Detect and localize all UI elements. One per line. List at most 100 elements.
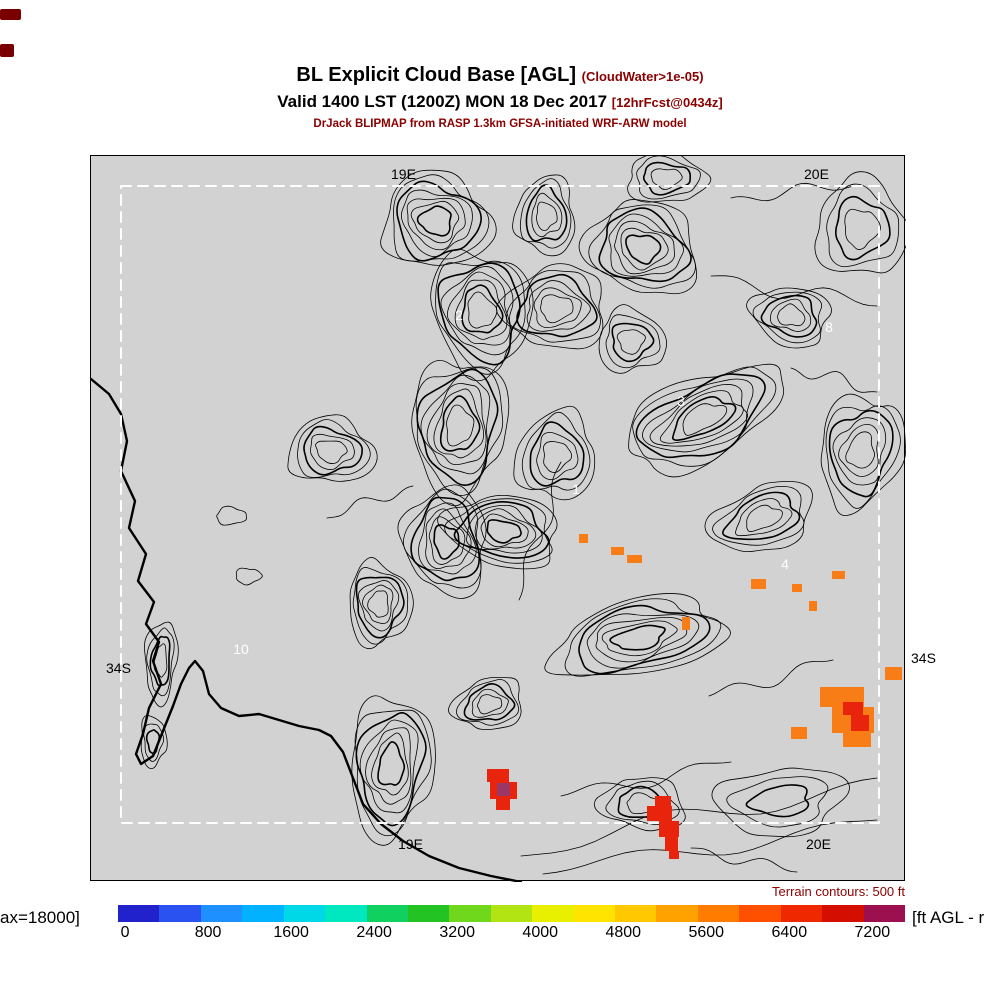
colorbar-segment (697, 905, 740, 922)
map-contour (466, 504, 543, 554)
map-contour (140, 714, 168, 769)
map-contour (834, 195, 891, 261)
map-contour (605, 314, 661, 369)
map-contour (635, 373, 766, 459)
map-contour (512, 174, 576, 257)
map-contour (564, 598, 722, 677)
map-contour (533, 287, 582, 328)
map-contour (518, 461, 562, 601)
map-contour (735, 498, 793, 537)
edge-artifact (0, 9, 21, 20)
map-contour (400, 189, 473, 258)
map-contour (710, 275, 878, 307)
colorbar-tick: 1600 (273, 924, 309, 941)
map-contour (496, 263, 604, 350)
map-contour (531, 192, 563, 238)
colorbar-segment (159, 905, 201, 922)
map-contour (144, 621, 179, 708)
cloudbase-cell (496, 799, 510, 810)
map-contour (513, 405, 596, 501)
map-contour (416, 205, 452, 237)
map-contour (746, 287, 832, 349)
map-region-label: 10 (233, 641, 249, 657)
cloudbase-cell (669, 851, 679, 859)
header: BL Explicit Cloud Base [AGL] (CloudWater… (0, 62, 1000, 133)
map-contour (560, 761, 732, 797)
map-contour (418, 502, 477, 575)
map-contour (355, 576, 405, 639)
map-contour (359, 719, 419, 814)
map-contour (506, 270, 601, 343)
map-contour (586, 613, 700, 669)
map-contour (682, 403, 728, 436)
colorbar-right-caption: [ft AGL - r (912, 908, 985, 927)
colorbar-tick: 4800 (605, 924, 642, 941)
map-contour (536, 201, 558, 231)
map-contour (365, 727, 412, 805)
map-contour (814, 171, 906, 274)
colorbar-tick: 7200 (854, 924, 891, 941)
map-contour (297, 419, 371, 478)
map-contour (608, 213, 684, 277)
colorbar-segment (863, 905, 906, 922)
colorbar-tick: 0 (120, 924, 130, 941)
lon-label-bottom-left: 19E (398, 836, 423, 852)
map-contour (521, 411, 591, 491)
map-contour (520, 777, 878, 857)
cloudbase-cell (659, 821, 679, 837)
map-contour (760, 294, 818, 338)
cloudbase-cell (809, 601, 817, 611)
cloudbase-cell (611, 547, 624, 555)
colorbar-segment (739, 905, 781, 922)
map-contour (578, 604, 711, 675)
map-contour (730, 182, 854, 202)
map-contour (471, 688, 509, 718)
colorbar-tick: 6400 (771, 924, 808, 941)
cloudbase-cell (843, 733, 871, 747)
map-contour (444, 498, 553, 564)
cloudbase-cell (497, 783, 510, 796)
map-contour (525, 184, 568, 242)
map-contour (355, 712, 427, 827)
colorbar-segment (118, 905, 160, 922)
map-contour (542, 441, 572, 473)
map-contour (544, 593, 731, 676)
map-contour (467, 291, 498, 329)
map-contour (516, 273, 598, 338)
cloudbase-cell (487, 769, 509, 782)
map-contour (826, 183, 900, 268)
cloudbase-cell (792, 584, 802, 592)
map-contour (832, 417, 887, 486)
map-contour (146, 627, 175, 697)
cloudbase-cell (579, 534, 588, 543)
map-contour (601, 620, 678, 657)
colorbar-segment (822, 905, 864, 922)
map-contour (486, 519, 522, 544)
cloudbase-cell (682, 617, 690, 630)
colorbar-segment (407, 905, 450, 922)
map-contour (790, 367, 878, 393)
map-contour (690, 847, 798, 873)
colorbar-segment (573, 905, 616, 922)
map-contour (380, 169, 497, 266)
colorbar-tick: 5600 (688, 924, 725, 941)
colorbar-left-caption: ax=18000] (0, 908, 80, 927)
map-region-label: 2 (455, 307, 463, 323)
map-contour (303, 425, 364, 476)
map-contour (844, 208, 881, 250)
map-contour (820, 393, 906, 517)
lat-label-left: 34S (106, 660, 131, 676)
map-contour (403, 488, 482, 589)
map-contour (480, 513, 529, 548)
map-contour (287, 414, 378, 482)
colorbar-segment (325, 905, 367, 922)
map-contour (838, 423, 880, 477)
forecast-cycle-note: [12hrFcst@0434z] (611, 95, 723, 110)
cloudbase-cell (647, 806, 672, 821)
colorbar-segment (366, 905, 408, 922)
cloudbase-cell (751, 579, 766, 589)
cloudbase-cell (851, 715, 869, 731)
map-contour (410, 200, 460, 244)
map-contour (519, 178, 572, 249)
map-contour (595, 616, 688, 663)
